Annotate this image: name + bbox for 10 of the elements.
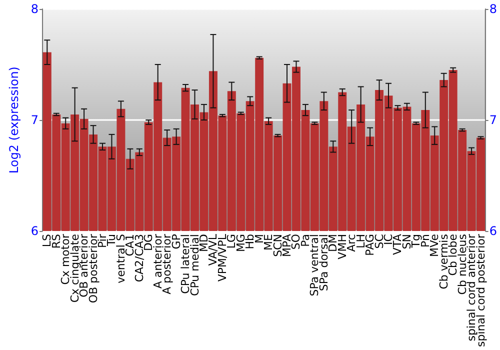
y-axis-title: Log2 (expression)	[7, 66, 21, 174]
y-tick-label: 7	[30, 113, 39, 128]
x-tick-label: A posterior	[160, 234, 174, 294]
y-tick-label: 6	[30, 224, 39, 238]
x-tick-label: Tg	[410, 234, 423, 249]
y2-tick-label: 8	[489, 2, 498, 16]
y2-tick-label: 6	[489, 224, 498, 238]
y-tick-label: 8	[30, 2, 39, 16]
y2-tick-label: 7	[489, 113, 498, 128]
x-tick-label: OB posterior	[86, 234, 100, 304]
